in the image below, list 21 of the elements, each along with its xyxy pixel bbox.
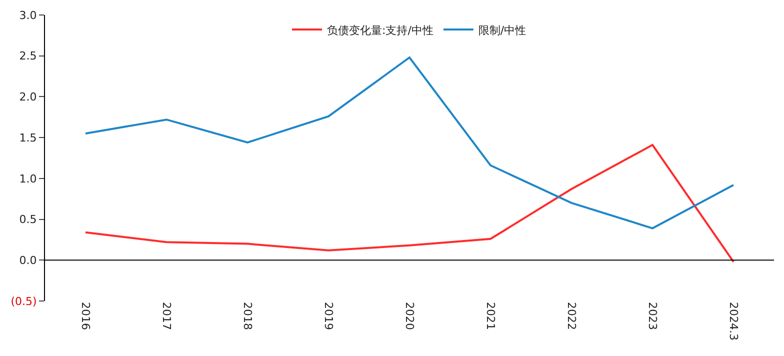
legend-label: 限制/中性 <box>478 24 526 37</box>
x-tick-label: 2017 <box>160 302 173 330</box>
y-tick-label: 1.0 <box>19 172 37 186</box>
y-tick-label: 2.0 <box>19 90 37 104</box>
line-series <box>84 56 734 230</box>
x-tick-label: 2018 <box>240 302 254 330</box>
y-tick-label: 2.5 <box>19 50 37 63</box>
x-tick-label: 2020 <box>402 302 416 330</box>
x-tick-label: 2019 <box>322 302 335 330</box>
y-tick-label: 3.0 <box>19 8 37 22</box>
x-tick-label: 2016 <box>78 302 92 330</box>
x-tick-label: 2024.3 <box>726 302 740 340</box>
y-tick-label: 0.5 <box>19 213 37 226</box>
x-tick-label: 2021 <box>484 302 497 330</box>
y-tick-label: 1.5 <box>19 131 37 144</box>
x-tick-label: 2022 <box>564 302 578 330</box>
legend-label: 负债变化量:支持/中性 <box>327 24 434 37</box>
x-tick-label: 2023 <box>646 302 659 330</box>
y-tick-label: 0.0 <box>19 254 37 267</box>
line-series <box>84 144 734 263</box>
y-tick-label: (0.5) <box>10 294 37 308</box>
